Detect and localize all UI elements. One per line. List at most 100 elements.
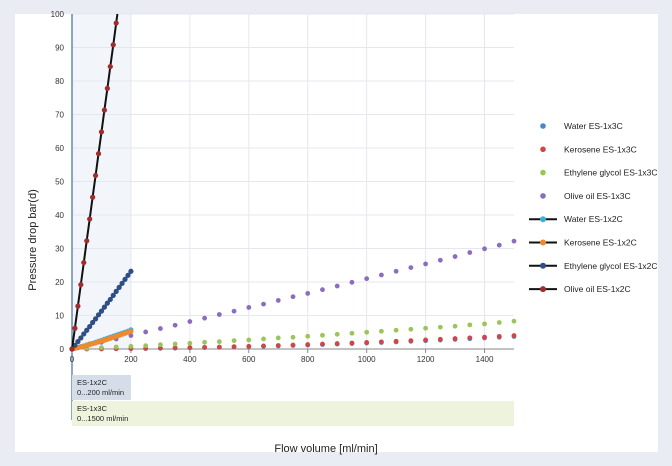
data-point: [364, 340, 370, 345]
data-point: [158, 326, 163, 331]
data-point: [467, 335, 473, 341]
y-tick-label: 20: [55, 278, 64, 287]
data-point: [511, 238, 517, 244]
y-tick-label: 100: [51, 10, 65, 19]
data-point: [423, 325, 428, 331]
data-point: [320, 332, 325, 338]
data-point: [482, 246, 487, 252]
data-point: [104, 85, 110, 91]
data-point: [113, 288, 119, 294]
data-point: [364, 329, 370, 335]
data-point: [452, 336, 458, 341]
data-point: [78, 335, 84, 341]
data-point: [75, 303, 81, 309]
data-point: [246, 337, 252, 343]
legend-item: Ethylene glycol ES-1x2C: [529, 261, 658, 271]
data-point: [187, 319, 193, 324]
legend-marker: [540, 239, 546, 246]
legend-label: Olive oil ES-1x3C: [564, 191, 631, 201]
x-tick-label: 0: [70, 355, 75, 364]
data-point: [87, 323, 93, 330]
data-point: [107, 63, 113, 70]
data-point: [98, 308, 105, 314]
data-point: [202, 339, 208, 345]
data-point: [275, 298, 281, 303]
data-point: [290, 342, 296, 348]
data-point: [246, 343, 252, 349]
series-ethylene-glycol-es-1x3c: [69, 318, 517, 352]
data-point: [349, 330, 355, 336]
legend-item: Water ES-1x3C: [540, 121, 623, 131]
data-point: [275, 343, 281, 348]
legend-label: Kerosene ES-1x3C: [564, 144, 637, 154]
legend-label: Kerosene ES-1x2C: [564, 238, 637, 248]
data-point: [482, 334, 487, 340]
data-point: [119, 280, 125, 286]
legend-marker: [540, 262, 546, 269]
data-point: [187, 345, 193, 351]
data-point: [379, 328, 384, 334]
data-point: [81, 331, 87, 337]
data-point: [437, 257, 443, 263]
data-point: [290, 294, 296, 300]
data-point: [75, 339, 81, 345]
data-point: [143, 343, 149, 349]
y-axis-label: Pressure drop bar(d): [27, 189, 39, 291]
data-point: [158, 345, 163, 351]
data-point: [379, 339, 384, 345]
y-tick-label: 30: [55, 245, 64, 254]
data-point: [90, 194, 96, 200]
data-point: [393, 268, 399, 274]
data-point: [334, 283, 340, 289]
range-box-es-1x3c: [72, 401, 514, 426]
data-point: [172, 322, 178, 328]
range-value-label: 0...200 ml/min: [77, 388, 124, 397]
legend-label: Ethylene glycol ES-1x2C: [564, 261, 658, 271]
data-point: [393, 327, 399, 333]
data-point: [216, 312, 222, 317]
data-point: [423, 337, 428, 343]
legend-label: Water ES-1x3C: [564, 121, 623, 131]
data-point: [261, 336, 266, 342]
data-point: [128, 343, 134, 349]
data-point: [482, 321, 487, 327]
x-tick-label: 800: [301, 355, 315, 364]
range-box-es-1x2c: [72, 375, 131, 400]
y-tick-label: 60: [55, 144, 64, 153]
legend-marker: [540, 193, 546, 199]
data-point: [202, 315, 208, 321]
data-point: [349, 279, 355, 285]
data-point: [452, 323, 458, 329]
legend-marker: [540, 216, 546, 223]
data-point: [320, 341, 325, 347]
data-point: [172, 345, 178, 351]
data-point: [92, 316, 99, 322]
x-tick-label: 200: [124, 355, 138, 364]
data-point: [81, 259, 87, 266]
data-point: [511, 333, 517, 338]
data-point: [122, 276, 128, 282]
legend-marker: [540, 286, 546, 293]
data-point: [128, 328, 134, 334]
data-point: [69, 346, 75, 352]
data-point: [107, 296, 113, 303]
legend-item: Kerosene ES-1x3C: [540, 144, 637, 154]
x-axis-label: Flow volume [ml/min]: [274, 443, 377, 455]
data-point: [231, 344, 237, 350]
legend-item: Olive oil ES-1x2C: [529, 284, 631, 294]
data-point: [349, 340, 355, 346]
range-model-label: ES-1x3C: [77, 404, 108, 413]
grid: [71, 13, 514, 350]
data-point: [379, 272, 384, 278]
data-point: [90, 319, 96, 326]
x-tick-label: 1400: [476, 355, 494, 364]
legend-marker: [540, 123, 546, 129]
data-point: [305, 290, 311, 296]
data-point: [99, 345, 104, 351]
data-point: [95, 312, 102, 318]
data-point: [437, 324, 443, 330]
data-point: [202, 344, 208, 350]
data-point: [172, 341, 178, 347]
